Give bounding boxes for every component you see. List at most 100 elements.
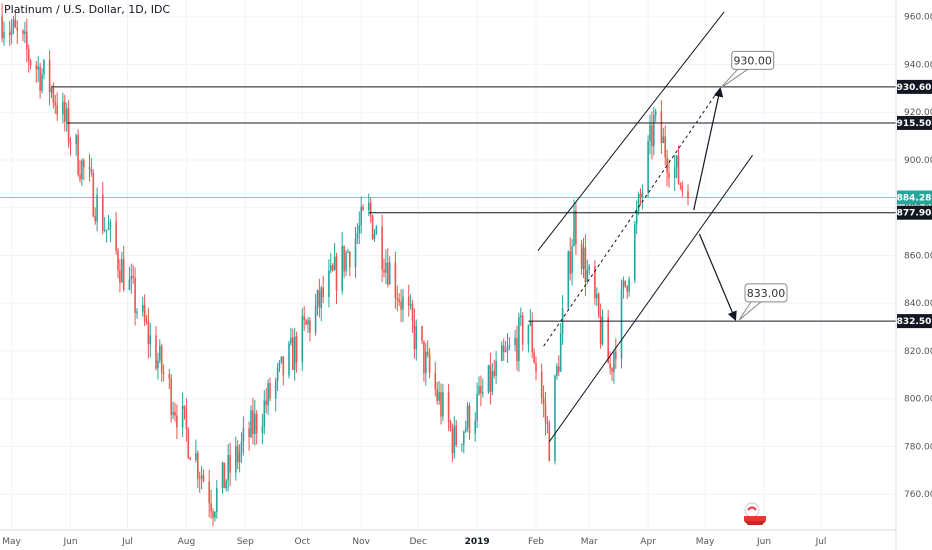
x-tick-label: Sep — [237, 537, 254, 547]
candle-body — [261, 426, 264, 433]
candle-body — [128, 279, 131, 290]
candle-body — [248, 428, 250, 438]
candle-body — [236, 446, 239, 463]
candle-body — [136, 311, 138, 313]
candle-body — [533, 352, 535, 363]
candle-body — [675, 155, 678, 168]
candle-body — [181, 405, 184, 428]
candle-body — [155, 335, 157, 369]
candle-body — [210, 503, 212, 512]
candle-body — [276, 367, 279, 382]
candle-body — [455, 425, 457, 446]
candle-body — [360, 206, 362, 226]
candle-body — [411, 304, 414, 321]
candle-body — [464, 427, 467, 432]
target-arrow-up — [693, 87, 724, 211]
candle-body — [130, 275, 133, 280]
candle-body — [90, 168, 93, 173]
target-callout-up[interactable]: 930.00 — [719, 50, 775, 89]
candle-body — [208, 481, 210, 504]
candle-body — [613, 351, 615, 372]
candle-body — [649, 125, 651, 142]
candle-body — [677, 155, 680, 184]
candle-body — [341, 245, 343, 291]
candle-body — [637, 194, 640, 212]
candle-body — [489, 365, 492, 392]
candle-body — [584, 247, 587, 282]
candle-body — [305, 320, 307, 325]
candle-body — [586, 269, 589, 282]
candle-body — [413, 320, 416, 350]
candle-body — [170, 378, 172, 415]
candle-body — [254, 413, 256, 435]
x-tick-label: May — [696, 537, 715, 547]
candle-body — [628, 279, 630, 292]
candle-body — [466, 405, 469, 428]
drawing-tools[interactable]: 930.00 833.00 — [0, 11, 896, 442]
price-label-877-90-bg — [897, 205, 932, 220]
candle-body — [521, 315, 524, 345]
candle-body — [438, 392, 440, 401]
price-label-930-60: 930.60 — [897, 83, 932, 93]
candle-body — [520, 315, 522, 318]
candle-body — [491, 370, 494, 392]
candle-body — [189, 458, 191, 460]
candle-body — [554, 375, 556, 461]
candle-body — [102, 194, 104, 231]
candle-body — [88, 166, 91, 169]
candle-body — [1, 16, 3, 39]
candle-body — [94, 216, 96, 222]
candle-body — [381, 226, 383, 270]
candle-body — [121, 258, 123, 283]
candle-body — [107, 228, 110, 230]
candle-body — [185, 408, 188, 429]
candle-body — [639, 194, 642, 197]
candle-body — [388, 262, 391, 285]
candle-body — [301, 316, 304, 363]
candle-body — [480, 386, 482, 394]
candle-body — [160, 346, 163, 373]
candle-body — [132, 275, 134, 278]
candle-body — [149, 335, 152, 345]
candle-body — [37, 66, 39, 70]
target-callout-down-text: 833.00 — [747, 287, 786, 300]
candle-body — [575, 210, 577, 245]
candle-body — [383, 269, 385, 273]
candle-body — [238, 452, 241, 463]
candle-body — [478, 386, 480, 395]
candle-body — [607, 317, 609, 364]
candle-body — [214, 511, 216, 518]
x-tick-label: Oct — [295, 537, 311, 547]
target-callout-up-text: 930.00 — [733, 54, 772, 67]
candle-body — [634, 224, 636, 280]
candle-body — [62, 101, 64, 115]
candle-body — [202, 475, 205, 482]
candle-body — [569, 251, 571, 274]
candle-body — [96, 194, 98, 222]
candle-body — [14, 19, 17, 28]
candle-body — [183, 405, 186, 409]
candle-body — [544, 403, 547, 422]
candle-body — [615, 351, 617, 359]
candle-body — [402, 296, 404, 310]
candle-body — [8, 31, 11, 36]
candle-body — [347, 252, 349, 254]
candle-body — [24, 31, 26, 34]
target-callout-down[interactable]: 833.00 — [738, 283, 788, 321]
candle-body — [516, 338, 518, 362]
candle-body — [609, 363, 611, 369]
candle-body — [453, 425, 456, 453]
candle-body — [172, 412, 174, 415]
candle-body — [546, 421, 549, 425]
x-tick-label: Aug — [178, 537, 196, 547]
candle-body — [92, 172, 95, 217]
candle-body — [225, 480, 228, 489]
candle-body — [506, 347, 509, 351]
candlesticks — [1, 3, 689, 527]
y-tick-label: 900.00 — [904, 156, 932, 166]
grid — [0, 0, 896, 530]
candle-body — [501, 345, 503, 361]
candle-body — [48, 59, 51, 93]
candle-body — [476, 394, 478, 421]
